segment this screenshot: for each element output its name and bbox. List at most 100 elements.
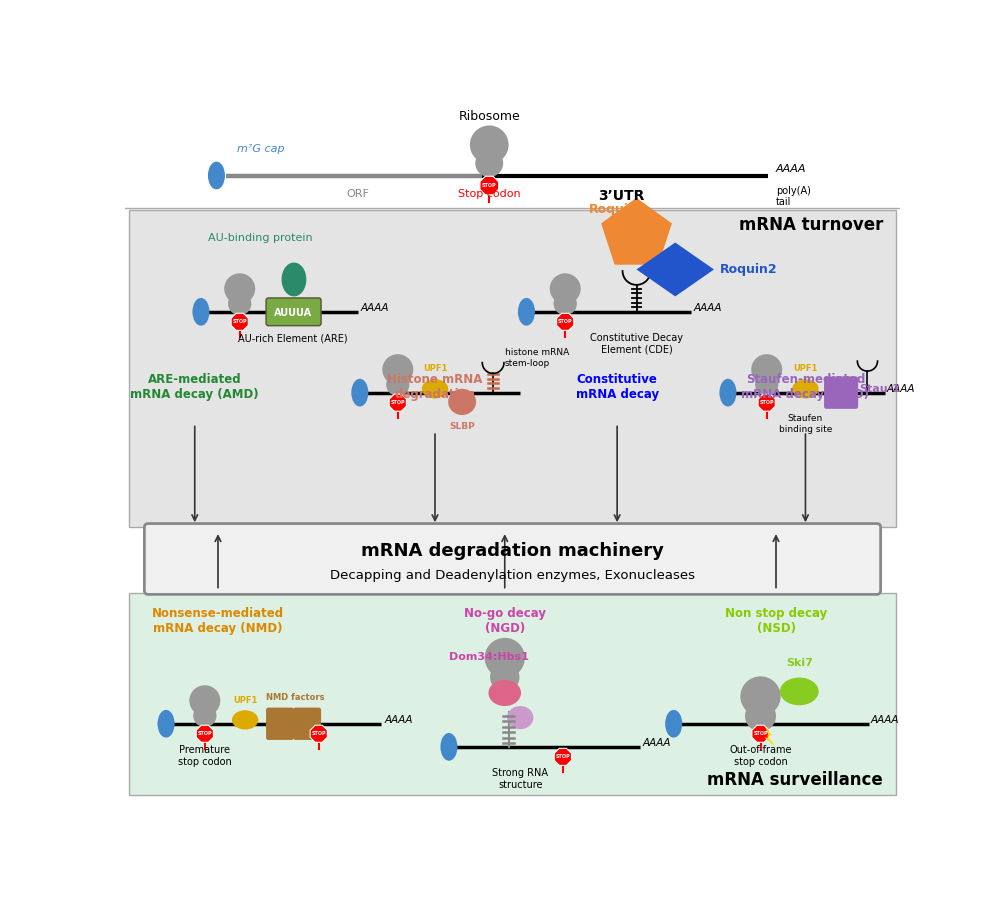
Text: poly(A): poly(A)	[776, 186, 811, 197]
FancyBboxPatch shape	[144, 524, 881, 594]
Circle shape	[490, 663, 519, 691]
Text: mRNA turnover: mRNA turnover	[739, 216, 883, 234]
Ellipse shape	[507, 706, 533, 729]
Text: AU-rich Element (ARE): AU-rich Element (ARE)	[238, 333, 348, 343]
Text: STOP: STOP	[558, 320, 573, 324]
Text: histone mRNA
stem-loop: histone mRNA stem-loop	[505, 348, 569, 367]
Text: STOP: STOP	[482, 183, 497, 188]
Ellipse shape	[780, 678, 819, 705]
Text: AAAA: AAAA	[694, 303, 722, 313]
Text: SLBP: SLBP	[449, 422, 475, 431]
Polygon shape	[601, 198, 672, 265]
Polygon shape	[752, 726, 769, 743]
Polygon shape	[231, 313, 248, 330]
Text: Strong RNA
structure: Strong RNA structure	[492, 769, 548, 790]
Circle shape	[554, 292, 577, 315]
Ellipse shape	[448, 389, 476, 415]
Text: STOP: STOP	[232, 320, 247, 324]
Ellipse shape	[488, 680, 521, 706]
Ellipse shape	[158, 710, 175, 737]
Circle shape	[382, 354, 413, 385]
Polygon shape	[389, 394, 406, 411]
Circle shape	[745, 700, 776, 732]
Polygon shape	[764, 726, 776, 747]
Text: AAAA: AAAA	[643, 738, 671, 748]
FancyBboxPatch shape	[129, 593, 896, 796]
Ellipse shape	[282, 262, 306, 296]
Text: STOP: STOP	[198, 731, 212, 736]
Text: Ribosome: Ribosome	[458, 110, 520, 123]
Text: tail: tail	[776, 197, 791, 207]
Circle shape	[228, 292, 251, 315]
Circle shape	[550, 273, 581, 304]
Text: mRNA degradation machinery: mRNA degradation machinery	[361, 541, 664, 559]
Circle shape	[224, 273, 255, 304]
FancyBboxPatch shape	[266, 298, 321, 326]
Polygon shape	[554, 748, 571, 765]
FancyBboxPatch shape	[129, 210, 896, 527]
FancyBboxPatch shape	[293, 708, 321, 740]
Circle shape	[470, 126, 509, 164]
Text: AAAA: AAAA	[871, 715, 899, 725]
Text: STOP: STOP	[311, 731, 326, 736]
Text: UPF1: UPF1	[793, 365, 818, 374]
Text: Roquin2: Roquin2	[720, 263, 778, 276]
FancyBboxPatch shape	[824, 376, 858, 409]
Ellipse shape	[665, 710, 682, 737]
Text: Out-of-frame
stop codon: Out-of-frame stop codon	[729, 745, 792, 767]
Text: m⁷G cap: m⁷G cap	[237, 144, 284, 154]
Text: Ski7: Ski7	[786, 658, 813, 668]
Text: Non stop decay
(NSD): Non stop decay (NSD)	[725, 607, 827, 635]
Polygon shape	[196, 726, 213, 743]
Text: 3’UTR: 3’UTR	[598, 189, 644, 203]
Circle shape	[193, 704, 216, 727]
Ellipse shape	[719, 379, 736, 407]
Circle shape	[751, 354, 782, 385]
Polygon shape	[480, 176, 499, 195]
Text: STOP: STOP	[753, 731, 768, 736]
Circle shape	[386, 373, 409, 396]
Text: Constitutive Decay
Element (CDE): Constitutive Decay Element (CDE)	[590, 333, 683, 355]
Text: STOP: STOP	[759, 401, 774, 405]
Ellipse shape	[208, 162, 225, 189]
Ellipse shape	[351, 379, 368, 407]
Ellipse shape	[232, 710, 258, 729]
Text: Roquin: Roquin	[589, 203, 638, 216]
Text: ORF: ORF	[346, 189, 369, 199]
Text: STOP: STOP	[390, 401, 405, 405]
Text: Premature
stop codon: Premature stop codon	[178, 745, 232, 767]
Polygon shape	[637, 242, 714, 296]
Circle shape	[485, 638, 525, 678]
Text: AUUUA: AUUUA	[274, 308, 312, 318]
Text: AAAA: AAAA	[385, 715, 413, 725]
Text: mRNA surveillance: mRNA surveillance	[707, 771, 883, 789]
Text: NMD factors: NMD factors	[266, 693, 325, 702]
Text: ARE-mediated
mRNA decay (AMD): ARE-mediated mRNA decay (AMD)	[130, 374, 259, 401]
Text: No-go decay
(NGD): No-go decay (NGD)	[464, 607, 546, 635]
Ellipse shape	[792, 379, 819, 399]
Text: AU-binding protein: AU-binding protein	[208, 233, 313, 242]
Circle shape	[189, 685, 220, 716]
Text: AAAA: AAAA	[887, 383, 915, 394]
Circle shape	[755, 373, 778, 396]
Ellipse shape	[440, 733, 457, 761]
Text: Staufen
binding site: Staufen binding site	[779, 414, 832, 434]
Text: Decapping and Deadenylation enzymes, Exonucleases: Decapping and Deadenylation enzymes, Exo…	[330, 568, 695, 582]
Polygon shape	[310, 726, 327, 743]
Circle shape	[740, 676, 781, 717]
Text: AAAA: AAAA	[776, 164, 806, 174]
Text: Constitutive
mRNA decay: Constitutive mRNA decay	[576, 374, 659, 401]
Ellipse shape	[422, 379, 448, 399]
Text: UPF1: UPF1	[423, 365, 447, 374]
Text: AAAA: AAAA	[361, 303, 389, 313]
Text: Stop codon: Stop codon	[458, 189, 521, 199]
Ellipse shape	[518, 298, 535, 326]
Text: Dom34:Hbs1: Dom34:Hbs1	[449, 652, 529, 662]
Ellipse shape	[192, 298, 209, 326]
Text: Staufen-mediated
mRNA decay (SMD): Staufen-mediated mRNA decay (SMD)	[741, 374, 869, 401]
Text: STOP: STOP	[556, 754, 570, 760]
Text: Stau-1: Stau-1	[860, 383, 901, 394]
Circle shape	[475, 149, 503, 177]
Text: Histone mRNA
degradation: Histone mRNA degradation	[387, 374, 483, 401]
Polygon shape	[758, 394, 775, 411]
